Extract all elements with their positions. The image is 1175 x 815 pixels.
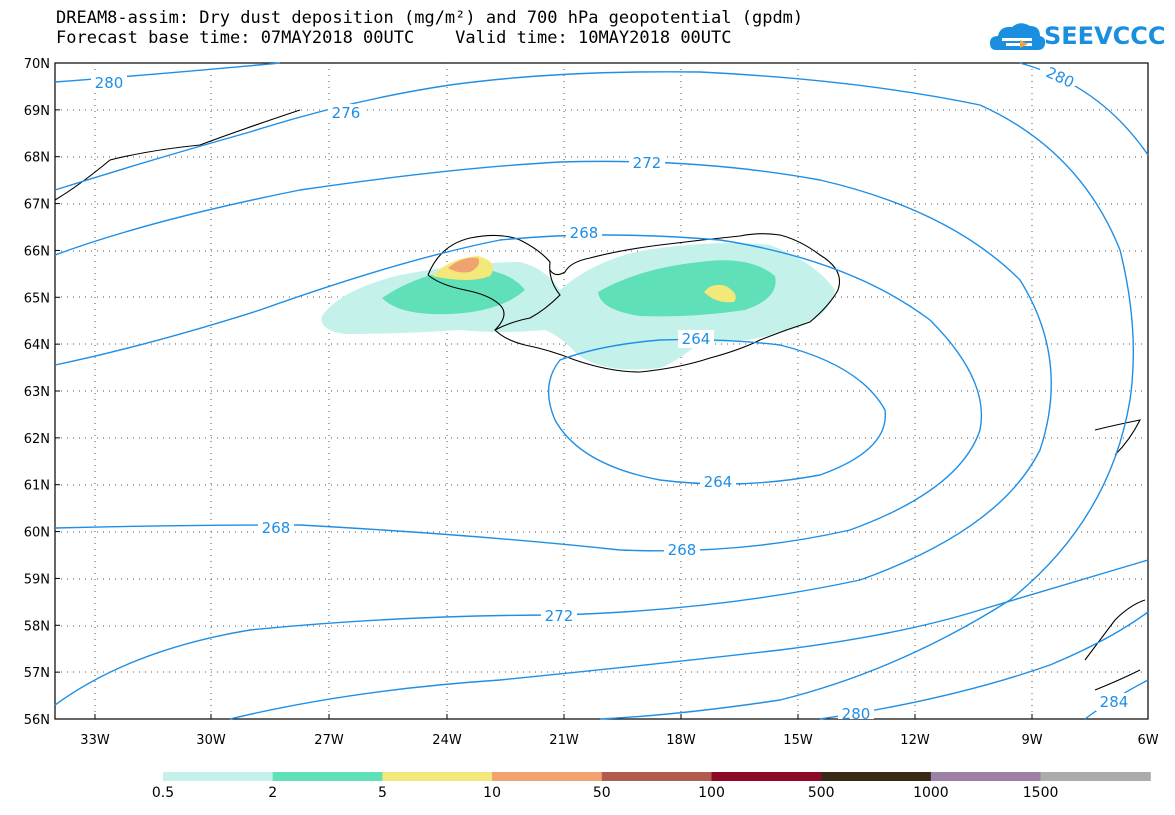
lat-label: 62N bbox=[24, 432, 50, 447]
contour-276-loop bbox=[599, 104, 1135, 720]
map-subtitle: Forecast base time: 07MAY2018 00UTC Vali… bbox=[56, 28, 732, 48]
westfjords-coast bbox=[427, 274, 505, 331]
lon-label: 24W bbox=[432, 733, 462, 748]
contour-label: 268 bbox=[668, 541, 697, 559]
contour-label: 268 bbox=[262, 519, 291, 537]
contour-264 bbox=[547, 338, 886, 485]
lat-label: 58N bbox=[24, 619, 50, 634]
dust-area-10 bbox=[448, 257, 479, 273]
colorbar-label: 50 bbox=[593, 785, 611, 801]
colorbar-label: 0.5 bbox=[152, 785, 174, 801]
iceland-coast bbox=[427, 233, 841, 373]
contour-280-se bbox=[819, 611, 1149, 720]
lat-label: 65N bbox=[24, 291, 50, 306]
dust-area-5-east bbox=[704, 284, 736, 303]
contour-label: 268 bbox=[570, 224, 599, 242]
colorbar-label: 10 bbox=[483, 785, 501, 801]
contour-272 bbox=[54, 160, 1052, 706]
colorbar-label: 5 bbox=[378, 785, 387, 801]
contour-label: 264 bbox=[704, 473, 733, 491]
lat-label: 66N bbox=[24, 244, 50, 259]
contour-label: 272 bbox=[545, 607, 574, 625]
lon-label: 27W bbox=[314, 733, 344, 748]
colorbar-label: 2 bbox=[268, 785, 277, 801]
lat-label: 56N bbox=[24, 713, 50, 728]
lon-label: 9W bbox=[1021, 733, 1042, 748]
colorbar-swatch bbox=[601, 772, 712, 781]
colorbar-swatch bbox=[821, 772, 932, 781]
lat-label: 60N bbox=[24, 526, 50, 541]
lat-label: 70N bbox=[24, 57, 50, 72]
lat-label: 64N bbox=[24, 338, 50, 353]
lat-label: 63N bbox=[24, 385, 50, 400]
lat-label: 57N bbox=[24, 666, 50, 681]
contour-label: 272 bbox=[633, 154, 662, 172]
contour-label: 284 bbox=[1100, 693, 1129, 711]
faroe-coast bbox=[1094, 419, 1141, 456]
lat-label: 68N bbox=[24, 151, 50, 166]
lon-label: 15W bbox=[783, 733, 813, 748]
logo-text: SEEVCCC bbox=[1044, 22, 1166, 50]
lon-label: 12W bbox=[900, 733, 930, 748]
lon-label: 33W bbox=[80, 733, 110, 748]
colorbar-label: 500 bbox=[808, 785, 835, 801]
cloud-icon bbox=[990, 23, 1046, 50]
colorbar-swatch bbox=[163, 772, 274, 781]
colorbar-swatch bbox=[711, 772, 822, 781]
latitude-labels: 70N 69N 68N 67N 66N 65N 64N 63N 62N 61N 60N 59N 58N 5… bbox=[24, 57, 60, 728]
colorbar-label: 1000 bbox=[913, 785, 949, 801]
longitude-labels: 33W 30W 27W 24W 21W 18W 15W 12W 9W 6W bbox=[80, 714, 1159, 748]
colorbar-label: 100 bbox=[698, 785, 725, 801]
lat-label: 67N bbox=[24, 198, 50, 213]
colorbar-swatch bbox=[382, 772, 493, 781]
geopotential-contours bbox=[54, 62, 1149, 720]
lon-label: 30W bbox=[196, 733, 226, 748]
map-title: DREAM8-assim: Dry dust deposition (mg/m²… bbox=[56, 8, 804, 28]
colorbar-swatch bbox=[492, 772, 603, 781]
contour-276 bbox=[54, 71, 981, 191]
dust-area-2-east bbox=[598, 260, 776, 317]
contour-280-ne bbox=[1019, 62, 1149, 156]
colorbar-swatch bbox=[272, 772, 383, 781]
scotland-coast bbox=[1084, 599, 1146, 691]
colorbar-label: 1500 bbox=[1023, 785, 1059, 801]
contour-280-nw bbox=[54, 62, 281, 83]
lat-label: 61N bbox=[24, 479, 50, 494]
dust-area-2 bbox=[382, 268, 525, 315]
contour-268 bbox=[54, 234, 983, 552]
lat-label: 59N bbox=[24, 572, 50, 587]
contour-label: 280 bbox=[842, 705, 871, 723]
contour-label: 280 bbox=[95, 74, 124, 92]
colorbar-swatch bbox=[930, 772, 1042, 781]
lon-label: 21W bbox=[549, 733, 579, 748]
contour-label: 264 bbox=[682, 330, 711, 348]
colorbar-swatch bbox=[1040, 772, 1151, 781]
contour-label-boxes bbox=[91, 68, 1132, 719]
contour-280-s bbox=[229, 559, 1149, 720]
colorbar: 0.5 2 5 10 50 100 500 1000 1500 bbox=[152, 772, 1151, 801]
lon-label: 18W bbox=[666, 733, 696, 748]
contour-label: 276 bbox=[332, 104, 361, 122]
lon-label: 6W bbox=[1137, 733, 1158, 748]
lat-label: 69N bbox=[24, 104, 50, 119]
